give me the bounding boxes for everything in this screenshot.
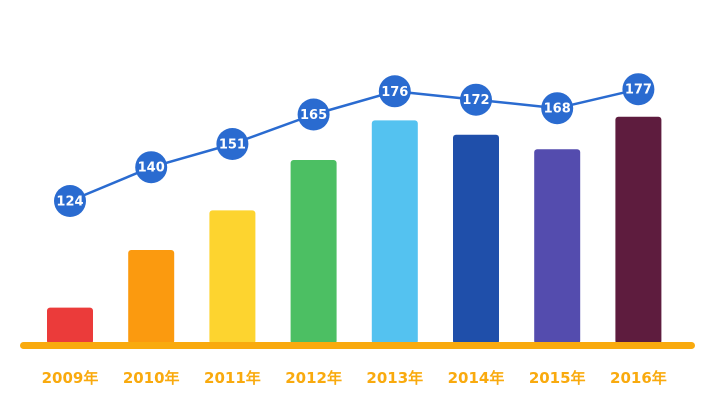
category-label: 2011年 (204, 369, 261, 387)
value-label: 176 (381, 85, 408, 100)
markers-group: 124 140 151 165 176 172 168 177 (54, 73, 655, 217)
bar-2010年 (128, 250, 175, 344)
value-marker (378, 75, 411, 108)
value-label: 177 (625, 83, 652, 98)
bars-group (47, 116, 662, 345)
bar-2009年 (47, 307, 93, 344)
category-label: 2016年 (610, 369, 667, 387)
x-axis-line (20, 342, 695, 349)
value-marker (622, 73, 655, 106)
value-marker (297, 98, 330, 131)
category-label: 2015年 (529, 369, 586, 387)
value-marker (54, 185, 86, 217)
value-label: 124 (56, 195, 83, 210)
bar-2016年 (615, 116, 662, 344)
value-marker (541, 92, 574, 125)
bar-2014年 (453, 134, 499, 344)
value-label: 172 (462, 93, 489, 108)
category-label: 2010年 (123, 369, 180, 387)
bar-2012年 (290, 160, 337, 344)
bar-2013年 (371, 120, 418, 345)
category-labels-group: 2009年 2010年 2011年 2012年 2013年 2014年 2015年 2016年 (42, 369, 667, 387)
category-label: 2014年 (448, 369, 505, 387)
value-marker (460, 83, 492, 116)
value-label: 168 (544, 102, 571, 117)
category-label: 2013年 (366, 369, 423, 387)
value-label: 140 (138, 161, 165, 176)
value-marker (216, 128, 249, 160)
value-marker (135, 151, 168, 184)
bar-2015年 (534, 149, 581, 344)
value-label: 165 (300, 108, 327, 123)
value-label: 151 (219, 138, 246, 153)
bar-2011年 (209, 210, 256, 344)
category-label: 2012年 (285, 369, 342, 387)
category-label: 2009年 (42, 369, 99, 387)
